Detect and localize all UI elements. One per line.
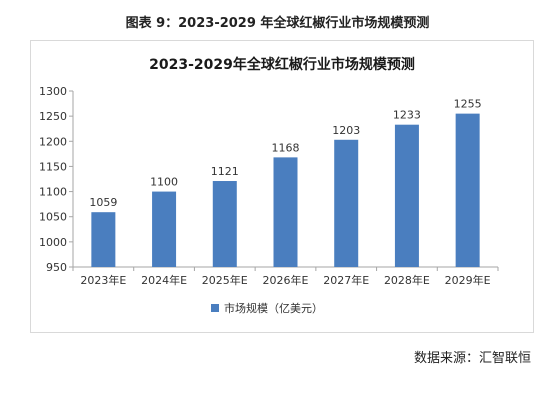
x-tick-label: 2023年E bbox=[80, 273, 126, 287]
bar-chart-plot: 950 1000 1050 1100 1150 1200 1250 1300 1059 2023年… bbox=[39, 85, 499, 315]
y-tick-label: 1150 bbox=[39, 160, 67, 173]
data-label: 1121 bbox=[211, 165, 239, 178]
y-tick-label: 1100 bbox=[39, 186, 67, 199]
bar bbox=[455, 113, 480, 267]
x-tick-label: 2027年E bbox=[323, 273, 369, 287]
data-source: 数据来源：汇智联恒 bbox=[413, 351, 531, 366]
x-tick-label: 2029年E bbox=[445, 273, 491, 287]
bar bbox=[152, 191, 177, 267]
data-label: 1168 bbox=[272, 141, 300, 154]
x-tick-label: 2026年E bbox=[263, 273, 309, 287]
data-label: 1233 bbox=[393, 109, 421, 122]
x-tick-label: 2025年E bbox=[202, 273, 248, 287]
y-tick-label: 1200 bbox=[39, 135, 67, 148]
legend-label: 市场规模（亿美元） bbox=[224, 301, 323, 315]
y-tick-label: 1050 bbox=[39, 211, 67, 224]
x-tick-label: 2028年E bbox=[384, 273, 430, 287]
data-label: 1203 bbox=[332, 124, 360, 137]
chart-title: 2023-2029年全球红椒行业市场规模预测 bbox=[149, 57, 415, 73]
y-tick-label: 1250 bbox=[39, 110, 67, 123]
figure-caption: 图表 9：2023-2029 年全球红椒行业市场规模预测 bbox=[125, 16, 430, 31]
y-tick-label: 950 bbox=[46, 261, 67, 274]
data-label: 1059 bbox=[89, 196, 117, 209]
data-label: 1100 bbox=[150, 176, 178, 189]
bar bbox=[212, 181, 237, 267]
bar bbox=[334, 139, 359, 267]
bar bbox=[91, 212, 116, 267]
y-tick-label: 1300 bbox=[39, 85, 67, 98]
bar bbox=[273, 157, 298, 267]
y-tick-label: 1000 bbox=[39, 236, 67, 249]
chart-area: 2023-2029年全球红椒行业市场规模预测 950 1000 1050 1100 11… bbox=[30, 40, 534, 333]
data-label: 1255 bbox=[454, 98, 482, 111]
bar bbox=[394, 124, 419, 267]
legend-swatch bbox=[211, 304, 219, 312]
x-tick-label: 2024年E bbox=[141, 273, 187, 287]
